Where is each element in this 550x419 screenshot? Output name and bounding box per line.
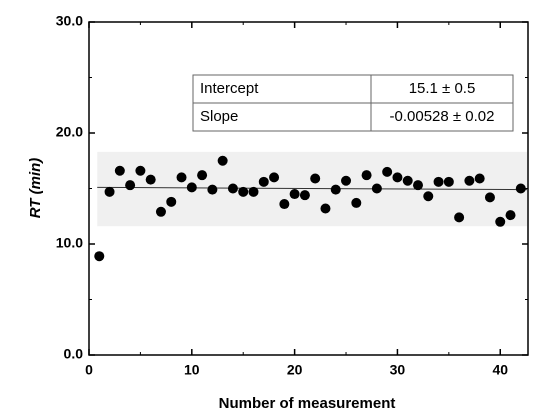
data-point (330, 184, 341, 195)
table-label: Intercept (200, 80, 259, 97)
x-tick-label: 30 (390, 362, 406, 378)
data-point (279, 199, 290, 210)
data-point (515, 183, 526, 194)
data-point (94, 251, 105, 262)
data-point (433, 176, 444, 187)
y-tick-label: 30.0 (56, 13, 83, 29)
data-point (371, 183, 382, 194)
data-point (361, 170, 372, 181)
data-point (299, 190, 310, 201)
data-point (474, 173, 485, 184)
data-point (155, 206, 166, 217)
data-point (412, 180, 423, 191)
x-tick-label: 40 (492, 362, 508, 378)
data-point (382, 166, 393, 177)
data-point (207, 184, 218, 195)
y-tick-label: 10.0 (56, 235, 83, 251)
x-tick-label: 0 (85, 362, 93, 378)
data-point (505, 210, 516, 221)
data-point (402, 175, 413, 186)
data-point (186, 182, 197, 193)
data-point (495, 216, 506, 227)
table-value: -0.00528 ± 0.02 (390, 108, 495, 125)
data-point (269, 172, 280, 183)
data-point (423, 191, 434, 202)
data-point (125, 180, 136, 191)
data-point (217, 155, 228, 166)
data-point (114, 165, 125, 176)
y-axis-label: RT (min) (27, 158, 44, 219)
y-tick-label: 20.0 (56, 124, 83, 140)
x-axis-label: Number of measurement (219, 395, 396, 412)
data-point (227, 183, 238, 194)
data-point (176, 172, 187, 183)
data-point (248, 186, 259, 197)
data-point (351, 197, 362, 208)
data-point (104, 186, 115, 197)
y-tick-label: 0.0 (64, 346, 84, 362)
data-point (289, 189, 300, 200)
data-point (484, 192, 495, 203)
data-point (135, 165, 146, 176)
data-point (464, 175, 475, 186)
x-tick-label: 10 (184, 362, 200, 378)
data-point (145, 174, 156, 185)
data-point (320, 203, 331, 214)
data-point (443, 176, 454, 187)
fit-line (97, 186, 527, 191)
data-point (454, 212, 465, 223)
table-label: Slope (200, 108, 238, 125)
data-point (258, 176, 269, 187)
data-point (238, 186, 249, 197)
data-point (310, 173, 321, 184)
data-point (341, 175, 352, 186)
data-point (166, 196, 177, 207)
data-point (197, 170, 208, 181)
x-tick-label: 20 (287, 362, 303, 378)
table-value: 15.1 ± 0.5 (409, 80, 476, 97)
data-point (392, 172, 403, 183)
